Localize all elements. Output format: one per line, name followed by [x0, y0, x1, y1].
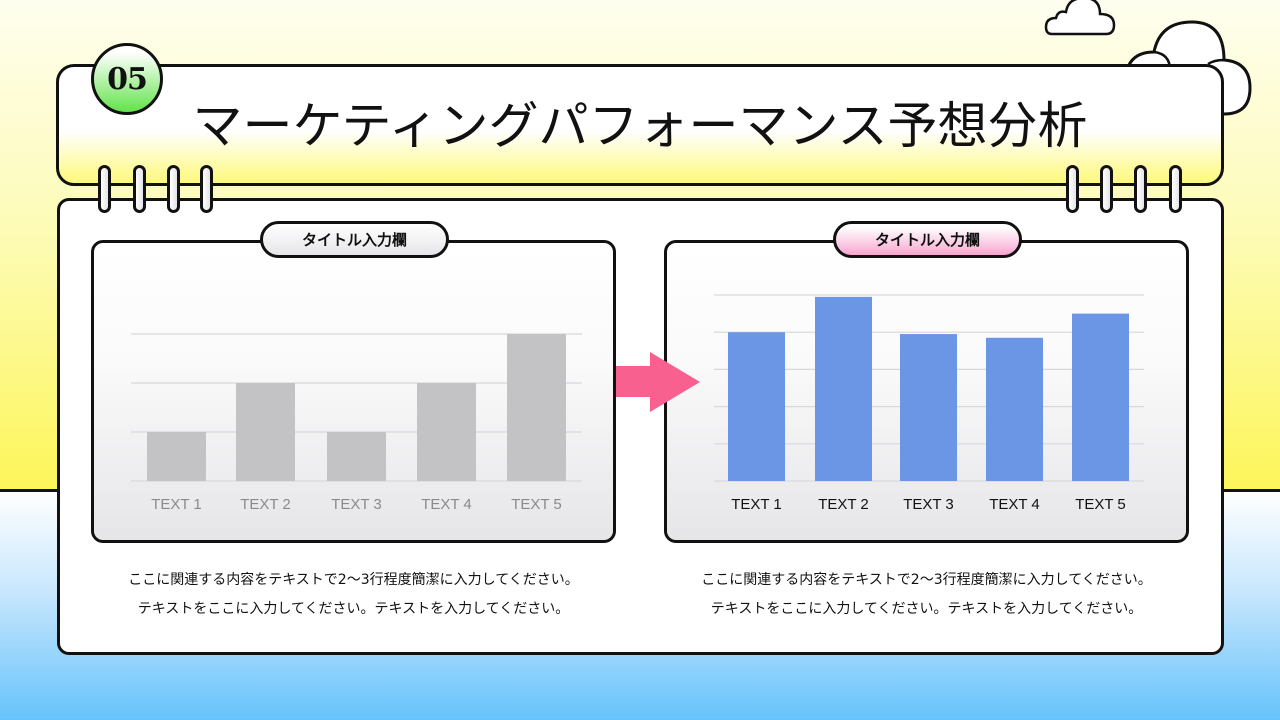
x-axis-label: TEXT 2	[818, 496, 869, 513]
slide-number-badge: 05	[91, 43, 163, 115]
bar	[236, 383, 295, 481]
description-line: ここに関連する内容をテキストで2〜3行程度簡潔に入力してください。	[128, 572, 579, 588]
x-axis-label: TEXT 5	[511, 496, 562, 513]
description-line: テキストをここに入力してください。テキストを入力してください。	[137, 601, 570, 617]
x-axis-label: TEXT 4	[421, 496, 472, 513]
binder-ring-icon	[1100, 165, 1113, 213]
page-title: マーケティングパフォーマンス予想分析	[192, 97, 1088, 155]
x-axis-label: TEXT 1	[151, 496, 202, 513]
binder-ring-icon	[1169, 165, 1182, 213]
panel-title-before: タイトル入力欄	[260, 221, 449, 258]
description-line: ここに関連する内容をテキストで2〜3行程度簡潔に入力してください。	[701, 572, 1152, 588]
x-axis-label: TEXT 2	[240, 496, 291, 513]
x-axis-label: TEXT 4	[989, 496, 1040, 513]
binder-ring-icon	[200, 165, 213, 213]
right-arrow-icon	[616, 352, 700, 412]
bar	[815, 296, 872, 481]
panel-title-after: タイトル入力欄	[833, 221, 1022, 258]
binder-ring-icon	[1066, 165, 1079, 213]
header-card	[56, 64, 1224, 186]
binder-ring-icon	[133, 165, 146, 213]
bar	[147, 432, 206, 481]
bar	[728, 332, 785, 481]
binder-ring-icon	[1134, 165, 1147, 213]
bar	[986, 337, 1043, 481]
bar	[507, 334, 566, 481]
bar	[417, 383, 476, 481]
bar	[327, 432, 386, 481]
description-line: テキストをここに入力してください。テキストを入力してください。	[710, 601, 1143, 617]
x-axis-label: TEXT 3	[331, 496, 382, 513]
x-axis-label: TEXT 5	[1075, 496, 1126, 513]
x-axis-label: TEXT 1	[731, 496, 782, 513]
bar	[1072, 313, 1129, 481]
description-before: ここに関連する内容をテキストで2〜3行程度簡潔に入力してください。 テキストをこ…	[91, 566, 616, 624]
small-cloud-icon	[1044, 0, 1116, 36]
binder-ring-icon	[98, 165, 111, 213]
bar	[900, 334, 957, 481]
description-after: ここに関連する内容をテキストで2〜3行程度簡潔に入力してください。 テキストをこ…	[664, 566, 1189, 624]
x-axis-label: TEXT 3	[903, 496, 954, 513]
binder-ring-icon	[167, 165, 180, 213]
